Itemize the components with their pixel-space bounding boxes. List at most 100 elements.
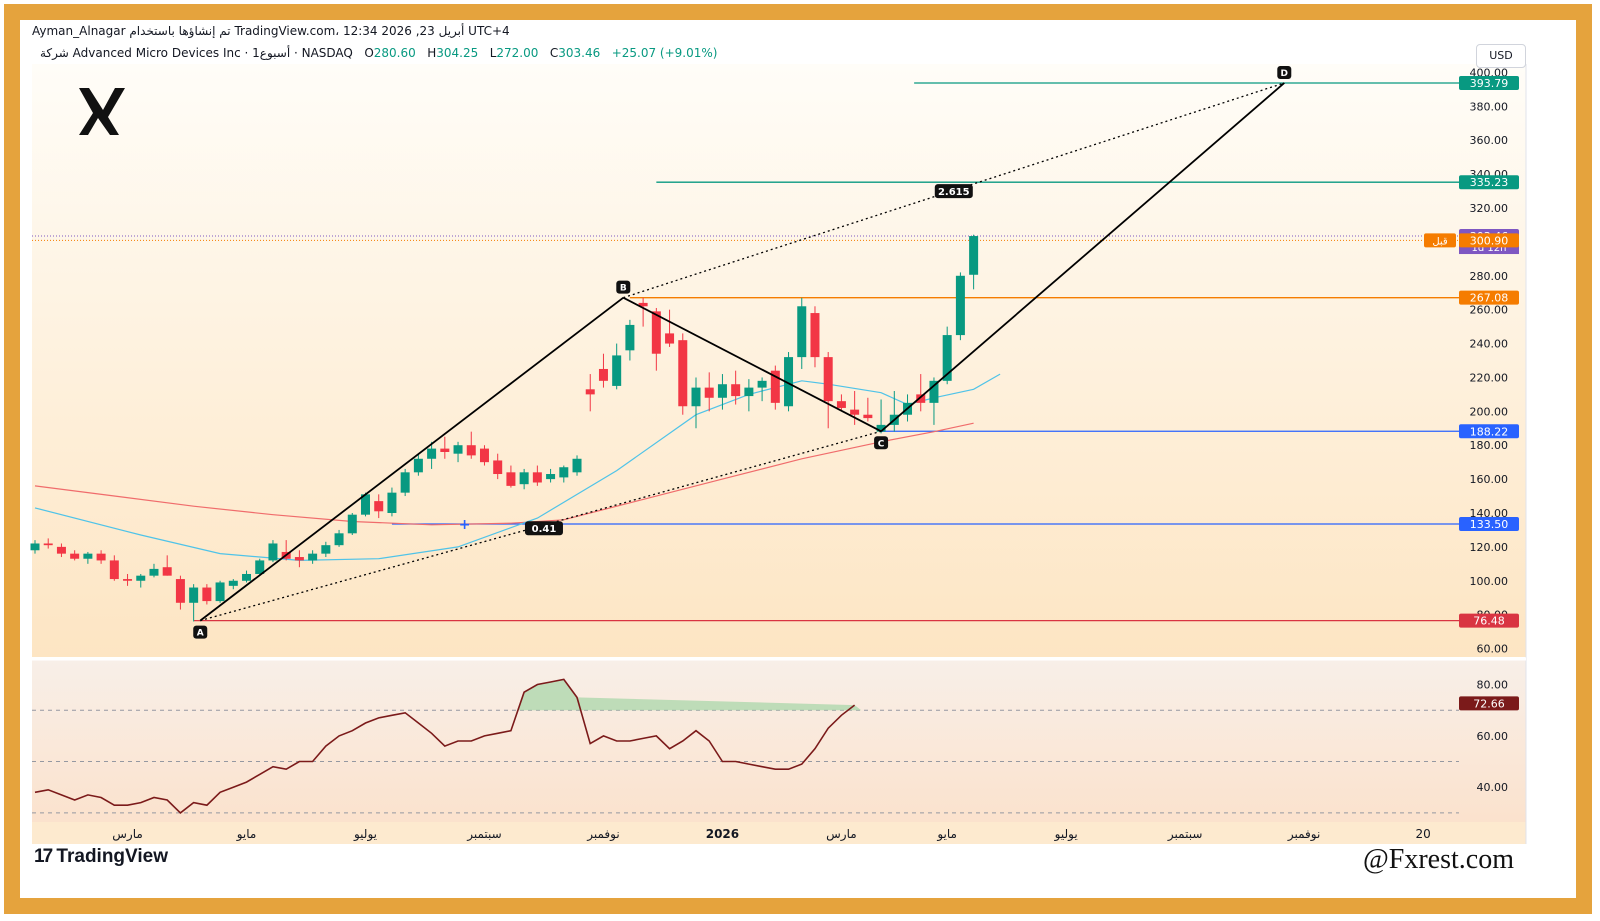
candle-body xyxy=(413,458,423,473)
chart-panel[interactable]: A B C D 2.615 0.41 + 40.00 60.00 80.00 72.66 60.0… xyxy=(22,22,1574,896)
price-chart[interactable]: A B C D 2.615 0.41 + 40.00 60.00 80.00 72.66 60.0… xyxy=(22,22,1574,896)
candle-body xyxy=(255,560,265,574)
candle-body xyxy=(96,553,106,561)
candle-body xyxy=(612,355,622,386)
pattern-point-label[interactable]: D xyxy=(1281,69,1288,79)
candle-body xyxy=(836,401,846,408)
pattern-point-label[interactable]: C xyxy=(878,439,885,449)
candle-body xyxy=(572,458,582,473)
x-tick-label: يوليو xyxy=(1054,827,1078,842)
open-value: 280.60 xyxy=(373,46,416,60)
candle-body xyxy=(321,545,331,554)
candle-body xyxy=(757,380,767,388)
price-level-label: 267.08 xyxy=(1470,292,1509,305)
y-tick-label: 160.00 xyxy=(1470,473,1509,486)
candle-body xyxy=(374,501,384,512)
candle-body xyxy=(268,543,278,561)
x-tick-label: مايو xyxy=(236,827,257,842)
candle-body xyxy=(361,494,370,515)
pattern-point-label[interactable]: B xyxy=(620,284,627,294)
candle-body xyxy=(440,448,450,452)
price-level-label: 300.90 xyxy=(1470,234,1509,247)
candle-body xyxy=(294,557,304,561)
y-tick-label: 320.00 xyxy=(1470,202,1509,215)
candle-body xyxy=(453,445,463,454)
candle-body xyxy=(109,560,119,580)
candle-body xyxy=(202,587,212,602)
y-tick-label: 200.00 xyxy=(1470,405,1509,418)
price-level-tag xyxy=(1459,290,1519,305)
price-level-label: 335.23 xyxy=(1470,176,1509,189)
x-tick-label: مارس xyxy=(826,827,857,842)
candle-body xyxy=(598,368,608,381)
candle-body xyxy=(691,387,701,407)
candle-body xyxy=(519,472,529,485)
candle-body xyxy=(969,236,979,275)
low-label: L xyxy=(489,46,497,60)
x-tick-label: سبتمبر xyxy=(1167,827,1202,842)
close-value: 303.46 xyxy=(558,46,601,60)
tv-logo-icon: 17 xyxy=(34,846,53,867)
candle-body xyxy=(797,306,807,358)
low-value: 272.00 xyxy=(496,46,539,60)
x-tick-label: مارس xyxy=(112,827,143,842)
rsi-overbought-fill xyxy=(517,679,862,711)
pattern-leg-ab xyxy=(199,296,624,622)
candle-body xyxy=(506,472,516,486)
x-tick-label: يوليو xyxy=(353,827,377,842)
close-label: C xyxy=(549,46,559,60)
candle-body xyxy=(334,533,344,546)
candle-body xyxy=(43,543,53,546)
candle-body xyxy=(638,302,648,307)
candle-body xyxy=(863,414,873,419)
pattern-ratio-label: 2.615 xyxy=(938,187,970,198)
candle-body xyxy=(162,567,172,576)
attribution-line: Ayman_Alnagar تم إنشاؤها باستخدام Tradin… xyxy=(32,24,510,38)
pattern-ratio-badge xyxy=(934,184,973,199)
candle-body xyxy=(850,409,860,415)
pattern-point-label[interactable]: A xyxy=(197,629,204,639)
y-tick-label: 260.00 xyxy=(1470,304,1509,317)
y-tick-label: 120.00 xyxy=(1470,541,1509,554)
candle-body xyxy=(731,384,741,397)
symbol-name[interactable]: شركة Advanced Micro Devices Inc · 1أسبوع… xyxy=(40,46,353,60)
price-level-tag xyxy=(1459,516,1519,531)
prev-close-tag xyxy=(1424,233,1456,248)
x-tick-label: سبتمبر xyxy=(466,827,501,842)
candle-body xyxy=(427,448,437,459)
pattern-point-badge xyxy=(1277,65,1292,79)
x-tick-label: نوفمبر xyxy=(1287,827,1320,842)
candle-body xyxy=(479,448,489,463)
candle-body xyxy=(784,357,794,407)
candle-body xyxy=(810,313,820,358)
y-tick-label: 100.00 xyxy=(1470,575,1509,588)
pattern-ratio-bd xyxy=(623,82,1285,299)
rsi-tick-label: 40.00 xyxy=(1477,781,1509,794)
prev-close-label: قبل xyxy=(1432,236,1448,247)
candle-body xyxy=(929,380,939,403)
candle-body xyxy=(189,587,199,603)
price-level-label: 393.79 xyxy=(1470,77,1509,90)
currency-button[interactable]: USD xyxy=(1476,44,1526,68)
y-tick-label: 240.00 xyxy=(1470,338,1509,351)
price-level-tag xyxy=(1459,233,1519,248)
price-level-label: 133.50 xyxy=(1470,518,1509,531)
candle-body xyxy=(717,384,727,398)
candle-body xyxy=(651,311,661,354)
candle-body xyxy=(916,394,926,403)
pattern-point-badge xyxy=(874,436,889,450)
crosshair-marker-icon[interactable]: + xyxy=(459,517,471,533)
pattern-ratio-badge xyxy=(524,521,563,536)
open-label: O xyxy=(364,46,374,60)
price-level-tag xyxy=(1459,613,1519,628)
candle-body xyxy=(30,543,40,551)
time-axis-bg xyxy=(32,822,1526,844)
change-value: +25.07 (+9.01%) xyxy=(611,46,718,60)
candle-body xyxy=(585,389,595,395)
rsi-current-tag xyxy=(1459,696,1519,711)
pattern-point-badge xyxy=(616,280,631,294)
candle-body xyxy=(242,573,252,581)
candle-body xyxy=(770,370,780,403)
countdown-label: 1d 12h xyxy=(1472,243,1507,254)
